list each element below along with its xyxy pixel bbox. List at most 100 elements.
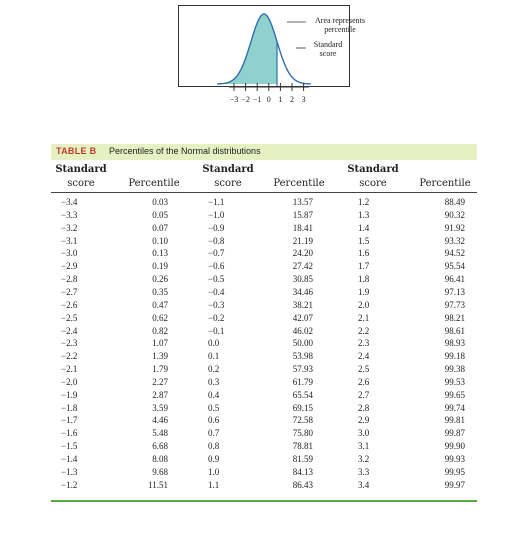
percentile-cell: 0.62 <box>152 312 168 323</box>
tick-label: 3 <box>301 95 306 104</box>
score-cell: −1.1 <box>208 197 225 207</box>
score-cell: −0.8 <box>208 235 225 246</box>
percentile-cell: 21.19 <box>292 235 313 246</box>
percentile-cell: 91.92 <box>444 222 465 233</box>
col1-score-header-bottom: score <box>67 178 95 189</box>
percentile-cell: 38.21 <box>292 299 313 310</box>
shaded-percentile-area <box>217 14 277 84</box>
percentile-cell: 98.61 <box>444 325 465 336</box>
score-cell: −1.8 <box>61 402 78 413</box>
score-cell: −2.3 <box>61 338 78 349</box>
score-cell: 2.3 <box>358 338 370 349</box>
percentile-cell: 1.39 <box>152 351 168 362</box>
percentile-cell: 78.81 <box>292 441 313 452</box>
percentile-cell: 98.21 <box>444 312 465 323</box>
score-cell: 2.8 <box>358 402 370 413</box>
percentile-cell: 93.32 <box>444 235 465 246</box>
percentile-cell: 99.81 <box>444 415 465 426</box>
percentile-cell: 0.03 <box>152 197 168 207</box>
percentile-cell: 97.73 <box>444 299 465 310</box>
score-cell: 3.3 <box>358 466 370 477</box>
score-cell: 1.9 <box>358 286 370 297</box>
score-cell: −2.1 <box>61 364 78 375</box>
percentile-cell: 90.32 <box>444 209 465 220</box>
score-cell: −2.2 <box>61 351 78 362</box>
score-cell: 0.8 <box>208 441 220 452</box>
score-cell: 2.2 <box>358 325 370 336</box>
score-cell: −3.2 <box>61 222 78 233</box>
percentile-cell: 18.41 <box>292 222 313 233</box>
score-cell: 0.6 <box>208 415 220 426</box>
percentile-cell: 61.79 <box>292 376 313 387</box>
col2-score-header-bottom: score <box>214 178 242 189</box>
percentile-cell: 1.07 <box>152 338 168 349</box>
score-cell: 2.4 <box>358 351 370 362</box>
percentile-cell: 86.43 <box>292 479 313 490</box>
tick-label: 0 <box>266 95 271 104</box>
score-cell: −0.6 <box>208 261 225 272</box>
percentile-cell: 42.07 <box>292 312 313 323</box>
percentile-cell: 0.26 <box>152 274 168 285</box>
percentile-cell: 0.13 <box>152 248 168 259</box>
score-cell: 1.4 <box>358 222 370 233</box>
score-cell: 3.2 <box>358 454 370 464</box>
percentile-cell: 65.54 <box>292 389 313 400</box>
score-cell: 2.9 <box>358 415 370 426</box>
figure-axis <box>229 83 309 91</box>
percentile-cell: 0.35 <box>152 286 168 297</box>
percentile-cell: 13.57 <box>292 197 313 207</box>
percentile-cell: 0.05 <box>152 209 168 220</box>
score-cell: 0.5 <box>208 402 220 413</box>
score-cell: −1.4 <box>61 454 78 464</box>
score-cell: −0.1 <box>208 325 225 336</box>
score-cell: 3.1 <box>358 441 370 452</box>
score-cell: −2.9 <box>61 261 78 272</box>
score-cell: −1.7 <box>61 415 78 426</box>
percentile-cell: 9.68 <box>152 466 168 477</box>
score-cell: −2.6 <box>61 299 78 310</box>
score-cell: 0.7 <box>208 428 220 439</box>
tick-label: −1 <box>252 95 262 104</box>
table-label: TABLE B <box>56 146 97 156</box>
score-cell: −2.5 <box>61 312 78 323</box>
percentile-cell: 69.15 <box>292 402 313 413</box>
percentile-cell: 99.87 <box>444 428 465 439</box>
percentile-cell: 27.42 <box>292 261 313 272</box>
percentile-cell: 11.51 <box>148 479 168 490</box>
normal-curve <box>217 13 311 85</box>
tick-label: 1 <box>278 95 283 104</box>
percentile-cell: 0.82 <box>152 325 168 336</box>
bottom-rule <box>51 500 477 502</box>
tick-labels: −3 −2 −1 0 1 2 3 <box>224 95 314 107</box>
score-cell: −1.9 <box>61 389 78 400</box>
score-cell: −2.7 <box>61 286 78 297</box>
percentile-cell: 99.38 <box>444 364 465 375</box>
score-cell: 1.8 <box>358 274 370 285</box>
score-cell: 1.3 <box>358 209 370 220</box>
score-cell: −1.0 <box>208 209 225 220</box>
score-cell: −1.5 <box>61 441 78 452</box>
col2-percentile-header: Percentile <box>273 178 325 189</box>
col2-score-header-top: Standard <box>202 164 254 175</box>
score-cell: 0.1 <box>208 351 220 362</box>
percentile-cell: 0.10 <box>152 235 168 246</box>
score-cell: 2.5 <box>358 364 370 375</box>
percentile-cell: 99.90 <box>444 441 465 452</box>
percentile-cell: 99.53 <box>444 376 465 387</box>
percentile-cell: 57.93 <box>292 364 313 375</box>
percentile-cell: 96.41 <box>444 274 465 285</box>
tick-label: −2 <box>241 95 250 104</box>
score-cell: 0.9 <box>208 454 220 464</box>
col3-percentile-header: Percentile <box>419 178 471 189</box>
percentile-cell: 99.93 <box>444 454 465 464</box>
score-cell: −0.3 <box>208 299 225 310</box>
percentile-cell: 4.46 <box>152 415 168 426</box>
score-cell: −1.3 <box>61 466 78 477</box>
score-cell: 3.0 <box>358 428 370 439</box>
percentile-annotation-line2: percentile <box>324 25 356 34</box>
percentile-cell: 46.02 <box>292 325 313 336</box>
score-cell: −0.9 <box>208 222 225 233</box>
tick-label: −3 <box>229 95 239 104</box>
percentile-cell: 0.47 <box>152 299 168 310</box>
col3-score-header-bottom: score <box>359 178 387 189</box>
